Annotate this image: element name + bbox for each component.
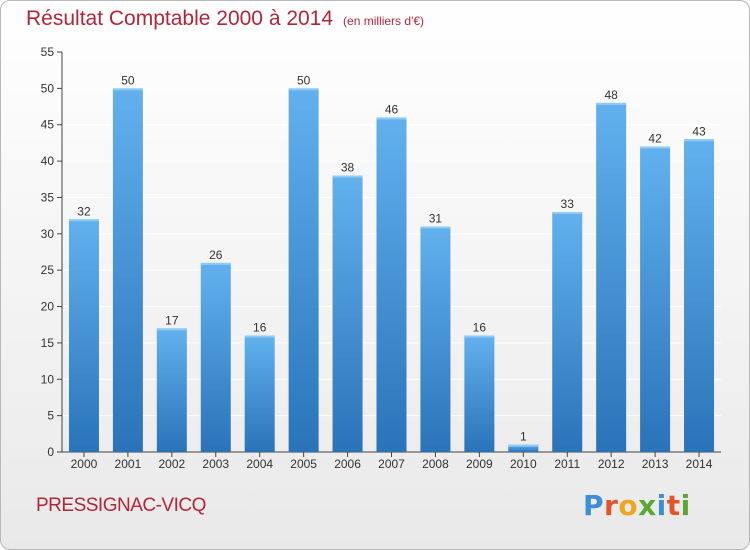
bar-2005 <box>288 88 319 452</box>
bar-2004 <box>244 335 275 452</box>
chart-title-text: Résultat Comptable 2000 à 2014 <box>26 7 334 30</box>
data-label-2009: 16 <box>473 321 487 335</box>
data-label-2002: 17 <box>165 313 179 327</box>
data-label-2004: 16 <box>253 321 267 335</box>
bar-top-highlight <box>640 146 671 149</box>
bar-2003 <box>200 262 231 452</box>
logo-letter: r <box>604 489 619 522</box>
logo-letter: x <box>638 489 657 522</box>
x-tick-label-2006: 2006 <box>334 457 361 471</box>
x-tick-label-2000: 2000 <box>71 457 98 471</box>
bar-2014 <box>684 139 715 453</box>
y-tick-label: 55 <box>41 45 55 59</box>
data-label-2000: 32 <box>77 204 91 218</box>
x-tick-label-2012: 2012 <box>598 457 625 471</box>
data-label-2014: 43 <box>692 124 706 138</box>
x-tick-label-2011: 2011 <box>554 457 580 471</box>
bar-top-highlight <box>376 117 407 120</box>
data-label-2011: 33 <box>561 197 575 211</box>
data-label-2003: 26 <box>209 248 223 262</box>
data-label-2012: 48 <box>604 88 618 102</box>
x-tick-label-2004: 2004 <box>246 457 273 471</box>
bar-2009 <box>464 335 495 452</box>
bar-top-highlight <box>112 88 143 91</box>
bar-2001 <box>112 88 143 452</box>
bar-top-highlight <box>288 88 319 91</box>
commune-name: PRESSIGNAC-VICQ <box>36 495 206 516</box>
y-tick-label: 5 <box>47 409 54 423</box>
data-label-2008: 31 <box>429 212 443 226</box>
unit-note: (en milliers d'€) <box>343 14 425 28</box>
y-tick-label: 10 <box>41 372 55 386</box>
bar-top-highlight <box>596 102 627 105</box>
x-tick-label-2009: 2009 <box>466 457 493 471</box>
y-tick-label: 20 <box>41 300 55 314</box>
bar-top-highlight <box>68 219 99 222</box>
data-label-2001: 50 <box>121 73 135 87</box>
logo-letter: P <box>583 489 605 522</box>
bar-top-highlight <box>244 335 275 338</box>
data-label-2013: 42 <box>648 132 662 146</box>
bar-top-highlight <box>508 444 539 447</box>
data-label-2010: 1 <box>520 430 527 444</box>
y-tick-label: 35 <box>41 190 55 204</box>
bar-2006 <box>332 175 363 453</box>
bar-2002 <box>156 328 187 452</box>
logo-letter: t <box>666 489 681 522</box>
bar-2013 <box>640 146 671 452</box>
proxiti-logo: Proxiti <box>583 489 691 522</box>
y-tick-label: 40 <box>41 154 55 168</box>
bar-top-highlight <box>420 226 451 229</box>
x-tick-label-2002: 2002 <box>158 457 185 471</box>
bar-2011 <box>552 212 583 452</box>
chart-title: Résultat Comptable 2000 à 2014 (en millie… <box>26 7 424 31</box>
x-tick-label-2013: 2013 <box>642 457 669 471</box>
y-tick-label: 50 <box>41 81 55 95</box>
bar-2000 <box>68 219 99 452</box>
x-tick-label-2005: 2005 <box>290 457 317 471</box>
x-tick-label-2001: 2001 <box>115 457 142 471</box>
bar-2007 <box>376 117 407 453</box>
logo-letter: i <box>680 489 691 522</box>
x-tick-label-2007: 2007 <box>378 457 405 471</box>
bar-2012 <box>596 102 627 452</box>
data-label-2005: 50 <box>297 73 311 87</box>
y-tick-label: 15 <box>41 336 55 350</box>
bar-2010 <box>508 444 539 452</box>
y-tick-label: 45 <box>41 118 55 132</box>
y-tick-label: 25 <box>41 263 55 277</box>
y-tick-label: 0 <box>47 445 54 459</box>
x-tick-label-2003: 2003 <box>202 457 229 471</box>
logo-letter: i <box>656 489 667 522</box>
bar-top-highlight <box>684 139 715 142</box>
data-label-2006: 38 <box>341 161 355 175</box>
bar-top-highlight <box>156 328 187 331</box>
bar-2008 <box>420 226 451 452</box>
bar-top-highlight <box>464 335 495 338</box>
y-tick-label: 30 <box>41 227 55 241</box>
x-tick-label-2014: 2014 <box>686 457 713 471</box>
x-tick-label-2010: 2010 <box>510 457 537 471</box>
bar-top-highlight <box>200 262 231 265</box>
bar-top-highlight <box>332 175 363 178</box>
bar-top-highlight <box>552 212 583 214</box>
x-tick-label-2008: 2008 <box>422 457 449 471</box>
logo-letter: o <box>618 489 639 522</box>
data-label-2007: 46 <box>385 102 399 116</box>
